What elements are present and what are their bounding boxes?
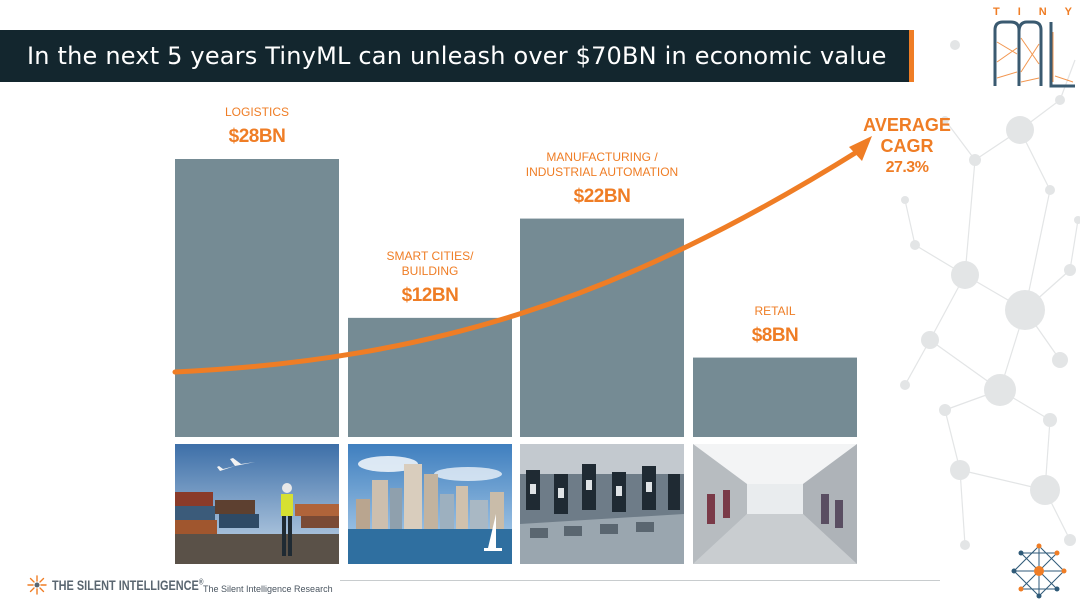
- bar-category-label: LOGISTICS: [224, 105, 289, 119]
- bar-category-label: RETAIL: [754, 303, 796, 318]
- cagr-line2: CAGR: [880, 136, 934, 156]
- bar-smart-cities-building: [348, 317, 512, 437]
- cagr-value: 27.3%: [885, 159, 929, 176]
- bar-logistics: [175, 159, 339, 437]
- network-corner-icon: [1011, 543, 1067, 599]
- tiny-wordmark: T I N Y: [993, 6, 1073, 18]
- starburst-icon: [27, 575, 47, 595]
- cagr-annotation: AVERAGE CAGR 27.3%: [848, 115, 966, 178]
- cagr-line1: AVERAGE: [863, 115, 951, 135]
- bar-manufacturing-industrial-automation: [520, 218, 684, 437]
- cagr-growth-curve: [172, 147, 863, 375]
- bar-category-label: MANUFACTURING / INDUSTRIAL AUTOMATION: [525, 149, 679, 179]
- tinyml-logo: T I N Y: [985, 2, 1080, 92]
- factory-photo: [520, 444, 684, 564]
- cagr-arrowhead: [849, 136, 872, 161]
- bar-value-label: $28BN: [228, 126, 286, 147]
- ml-logo-mark-icon: [993, 20, 1075, 88]
- bar-value-label: $8BN: [751, 324, 799, 346]
- footer-divider: [340, 580, 940, 581]
- logistics-photo: [175, 444, 339, 564]
- bar-value-label: $12BN: [401, 284, 459, 306]
- retail-photo: [693, 444, 857, 564]
- smart-city-photo: [348, 444, 512, 564]
- footer-source: The Silent Intelligence Research: [203, 584, 333, 594]
- page-title-bar: In the next 5 years TinyML can unleash o…: [0, 30, 914, 82]
- footer-brand: THE SILENT INTELLIGENCE®: [52, 577, 204, 593]
- page-title: In the next 5 years TinyML can unleash o…: [27, 42, 887, 70]
- bar-value-label: $22BN: [573, 185, 631, 207]
- bar-retail: [693, 357, 857, 437]
- bar-category-label: SMART CITIES/ BUILDING: [386, 248, 474, 278]
- silent-intelligence-logo: THE SILENT INTELLIGENCE®: [26, 574, 246, 596]
